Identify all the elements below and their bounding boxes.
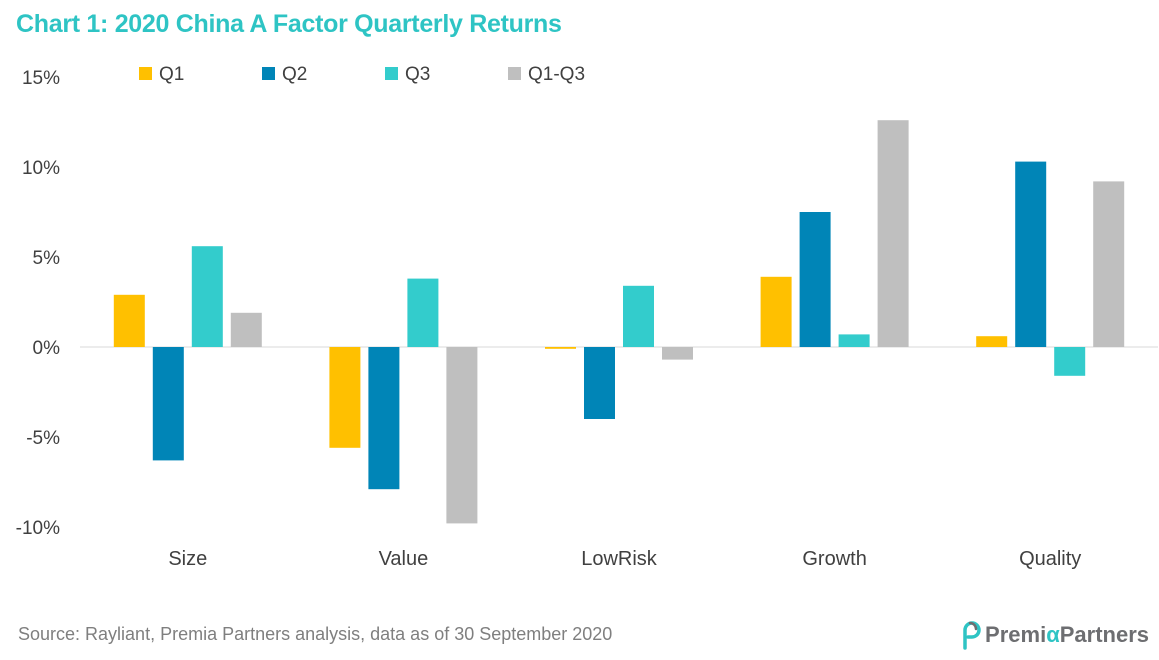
- bar-size-q1-q3: [230, 312, 262, 347]
- legend-label: Q3: [405, 64, 430, 85]
- bar-value-q2: [368, 347, 400, 490]
- legend-label: Q1: [159, 64, 184, 85]
- bar-growth-q2: [799, 212, 831, 347]
- bar-size-q2: [152, 347, 184, 461]
- x-category-label: Growth: [802, 548, 866, 570]
- logo-text-alpha: α: [1046, 622, 1060, 647]
- bar-quality-q1-q3: [1093, 181, 1125, 347]
- logo-mark-icon: [963, 621, 981, 650]
- bar-growth-q1-q3: [877, 120, 909, 347]
- legend-label: Q2: [282, 64, 307, 85]
- bar-value-q1: [329, 347, 361, 448]
- bar-size-q1: [113, 294, 145, 347]
- legend-swatch-q2: [262, 67, 275, 80]
- bar-quality-q2: [1015, 161, 1047, 347]
- chart-title: Chart 1: 2020 China A Factor Quarterly R…: [16, 10, 562, 38]
- y-tick-label: 15%: [22, 68, 60, 89]
- source-note: Source: Rayliant, Premia Partners analys…: [18, 624, 613, 644]
- legend-label: Q1-Q3: [528, 64, 585, 85]
- logo-text-part1: Premi: [985, 622, 1047, 647]
- bar-growth-q1: [760, 276, 792, 347]
- x-category-label: Size: [168, 548, 207, 570]
- logo-text-part2: Partners: [1059, 622, 1149, 647]
- bar-lowrisk-q1: [545, 347, 576, 349]
- bar-lowrisk-q2: [584, 347, 615, 419]
- x-category-label: Quality: [1019, 548, 1081, 570]
- y-tick-label: 5%: [33, 248, 61, 269]
- bar-lowrisk-q3: [623, 285, 654, 347]
- bar-growth-q3: [838, 334, 870, 347]
- bar-chart: 15% 10% 5% 0% -5% -10% Size Value LowRisk Growth Q…: [16, 64, 1158, 570]
- y-tick-label: 10%: [22, 158, 60, 179]
- premia-partners-logo: PremiαPartners: [959, 620, 1149, 650]
- legend-swatch-q1: [139, 67, 152, 80]
- bar-lowrisk-q1-q3: [662, 347, 693, 360]
- bar-size-q3: [191, 246, 223, 347]
- bar-value-q3: [407, 278, 439, 347]
- legend-swatch-q3: [385, 67, 398, 80]
- y-tick-label: -10%: [16, 518, 60, 539]
- bar-value-q1-q3: [446, 347, 478, 524]
- bar-quality-q3: [1054, 347, 1086, 376]
- x-category-label: Value: [379, 548, 429, 570]
- y-tick-label: -5%: [26, 428, 60, 449]
- x-category-label: LowRisk: [581, 548, 658, 570]
- bar-quality-q1: [976, 336, 1008, 347]
- y-tick-label: 0%: [33, 338, 61, 359]
- legend-swatch-q1-q3: [508, 67, 521, 80]
- logo-text: PremiαPartners: [985, 622, 1149, 648]
